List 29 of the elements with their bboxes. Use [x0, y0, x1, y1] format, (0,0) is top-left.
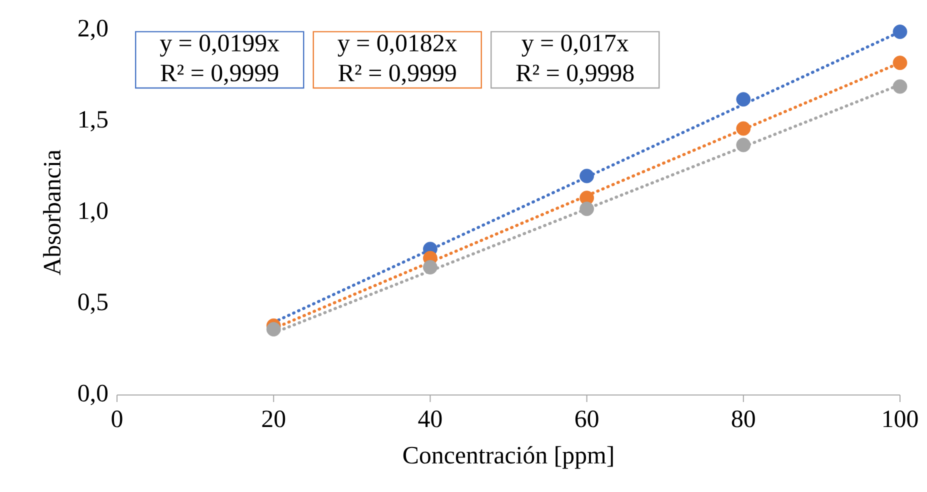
- y-tick-label: 0,0: [78, 384, 108, 406]
- annotation: y = 0,0182x: [338, 34, 457, 57]
- point: [736, 138, 751, 152]
- x-tick-label: 40: [418, 410, 442, 428]
- annotation: R² = 0,9999: [338, 64, 456, 85]
- annotation: R² = 0,9998: [516, 64, 634, 85]
- y-tick-label: 2,0: [78, 20, 108, 40]
- x-axis-title: Concentración [ppm]: [403, 446, 613, 469]
- annotation: y = 0,017x: [522, 34, 629, 57]
- point: [580, 202, 594, 216]
- y-tick-label: 1,0: [80, 202, 108, 223]
- point: [736, 121, 751, 136]
- point: [892, 56, 908, 70]
- x-tick-label: 20: [262, 410, 286, 428]
- point: [892, 24, 908, 40]
- point: [580, 168, 594, 184]
- annotation: y = 0,0199x: [160, 34, 280, 57]
- y-tick-label: 0,5: [78, 294, 108, 314]
- point: [266, 322, 281, 336]
- point: [423, 260, 438, 274]
- point: [892, 79, 908, 94]
- x-tick-label: 0: [112, 410, 122, 428]
- x-tick-label: 100: [884, 410, 918, 428]
- x-tick-label: 60: [575, 410, 598, 428]
- x-tick-label: 80: [732, 410, 755, 428]
- y-tick-label: 1,5: [80, 111, 108, 132]
- point: [736, 92, 751, 107]
- y-axis-title: Absorbancia: [43, 150, 61, 276]
- annotation: R² = 0,9999: [160, 64, 278, 85]
